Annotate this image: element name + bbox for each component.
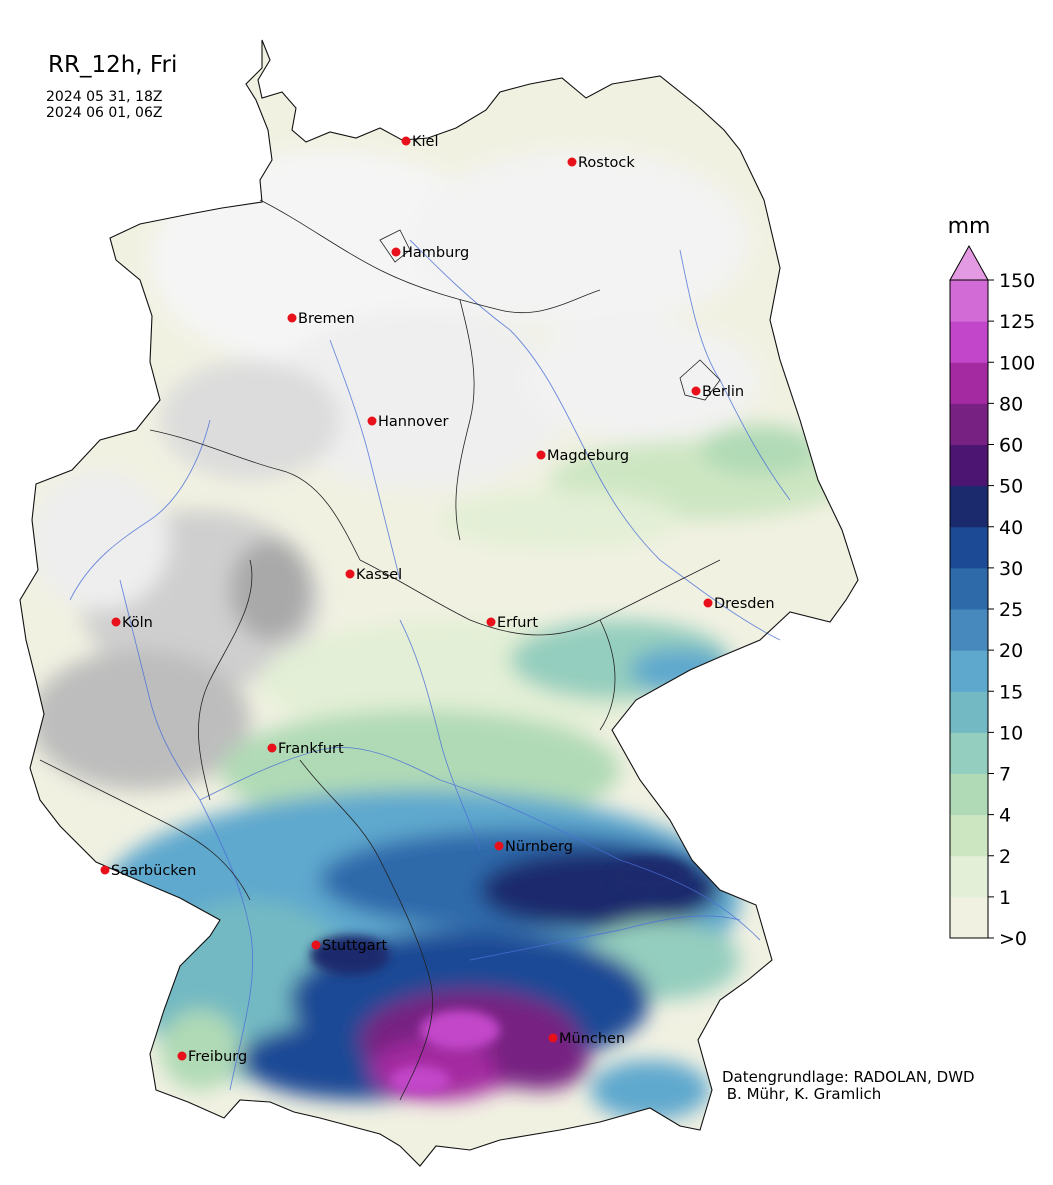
- colorbar-segment: [950, 814, 988, 857]
- colorbar-segment: [950, 567, 988, 610]
- colorbar-segment: [950, 855, 988, 898]
- city-marker: [548, 1033, 558, 1043]
- city-label: Köln: [122, 615, 153, 631]
- colorbar-segment: [950, 403, 988, 445]
- city-label: Hamburg: [402, 245, 469, 261]
- city-marker: [287, 313, 297, 323]
- city-label: Kassel: [356, 567, 402, 583]
- colorbar-tick-label: 125: [999, 311, 1035, 333]
- city-label: Berlin: [702, 384, 744, 400]
- city-label: Dresden: [714, 596, 775, 612]
- colorbar-segment: [950, 773, 988, 816]
- colorbar-segment: [950, 280, 988, 322]
- colorbar-segment: [950, 609, 988, 651]
- city-marker: [267, 743, 277, 753]
- colorbar-tick-label: 7: [999, 764, 1011, 786]
- colorbar-tick-label: 30: [999, 558, 1023, 580]
- city-label: Nürnberg: [505, 839, 573, 855]
- colorbar-unit: mm: [948, 214, 991, 239]
- colorbar-segment: [950, 691, 988, 733]
- colorbar-tick-label: 10: [999, 722, 1023, 744]
- state-borders: [39, 199, 721, 1101]
- colorbar-segment: [950, 444, 988, 487]
- colorbar-segment: [950, 321, 988, 363]
- colorbar-tick-label: 40: [999, 517, 1023, 539]
- colorbar: >0 1 2 4 7 10 15 20 25 30 40 50 60 80 100 125 150 mm: [948, 214, 1036, 950]
- colorbar-tick-label: >0: [999, 928, 1027, 950]
- colorbar-extend-arrow: [949, 244, 989, 281]
- city-label: Magdeburg: [547, 448, 629, 464]
- colorbar-segment: [950, 526, 988, 569]
- colorbar-segment: [950, 362, 988, 404]
- data-credits: Datengrundlage: RADOLAN, DWD B. Mühr, K.…: [722, 1069, 975, 1103]
- colorbar-tick-label: 60: [999, 435, 1023, 457]
- city-label: Saarbücken: [111, 863, 196, 879]
- city-marker: [391, 247, 401, 257]
- city-marker: [691, 386, 701, 396]
- colorbar-tick-label: 1: [999, 887, 1011, 909]
- city-marker: [100, 865, 110, 875]
- city-label: Stuttgart: [322, 938, 388, 954]
- city-marker: [177, 1051, 187, 1061]
- colorbar-tick-label: 20: [999, 640, 1023, 662]
- city-marker: [703, 598, 713, 608]
- city-marker: [486, 617, 496, 627]
- colorbar-tick-label: 2: [999, 846, 1011, 868]
- city-marker: [536, 450, 546, 460]
- map-title: RR_12h, Fri: [48, 52, 178, 78]
- colorbar-segment: [950, 732, 988, 774]
- colorbar-tick-label: 15: [999, 681, 1023, 703]
- colorbar-tick-label: 150: [999, 270, 1035, 292]
- city-marker: [311, 940, 321, 950]
- city-marker: [401, 136, 411, 146]
- colorbar-tick-label: 100: [999, 352, 1035, 374]
- city-label: Erfurt: [497, 615, 538, 631]
- city-label: Kiel: [412, 134, 439, 150]
- colorbar-tick-label: 25: [999, 599, 1023, 621]
- city-marker: [494, 841, 504, 851]
- city-label: Hannover: [378, 414, 449, 430]
- city-label: Rostock: [578, 155, 635, 171]
- colorbar-tick-label: 4: [999, 805, 1011, 827]
- period-end: 2024 06 01, 06Z: [46, 105, 163, 121]
- city-marker: [367, 416, 377, 426]
- colorbar-segment: [950, 485, 988, 528]
- credits-authors: B. Mühr, K. Gramlich: [722, 1085, 882, 1103]
- cities-layer: Kiel Rostock Hamburg Bremen Berlin Hannover Ma…: [100, 134, 775, 1065]
- city-marker: [345, 569, 355, 579]
- colorbar-segment: [950, 896, 988, 939]
- credits-source: Datengrundlage: RADOLAN, DWD: [722, 1068, 975, 1086]
- city-marker: [111, 617, 121, 627]
- period-start: 2024 05 31, 18Z: [46, 89, 163, 105]
- city-marker: [567, 157, 577, 167]
- city-label: Frankfurt: [278, 741, 344, 757]
- colorbar-tick-label: 80: [999, 393, 1023, 415]
- city-label: München: [559, 1031, 625, 1047]
- city-label: Freiburg: [188, 1049, 247, 1065]
- city-label: Bremen: [298, 311, 355, 327]
- colorbar-segment: [950, 650, 988, 692]
- colorbar-tick-label: 50: [999, 476, 1023, 498]
